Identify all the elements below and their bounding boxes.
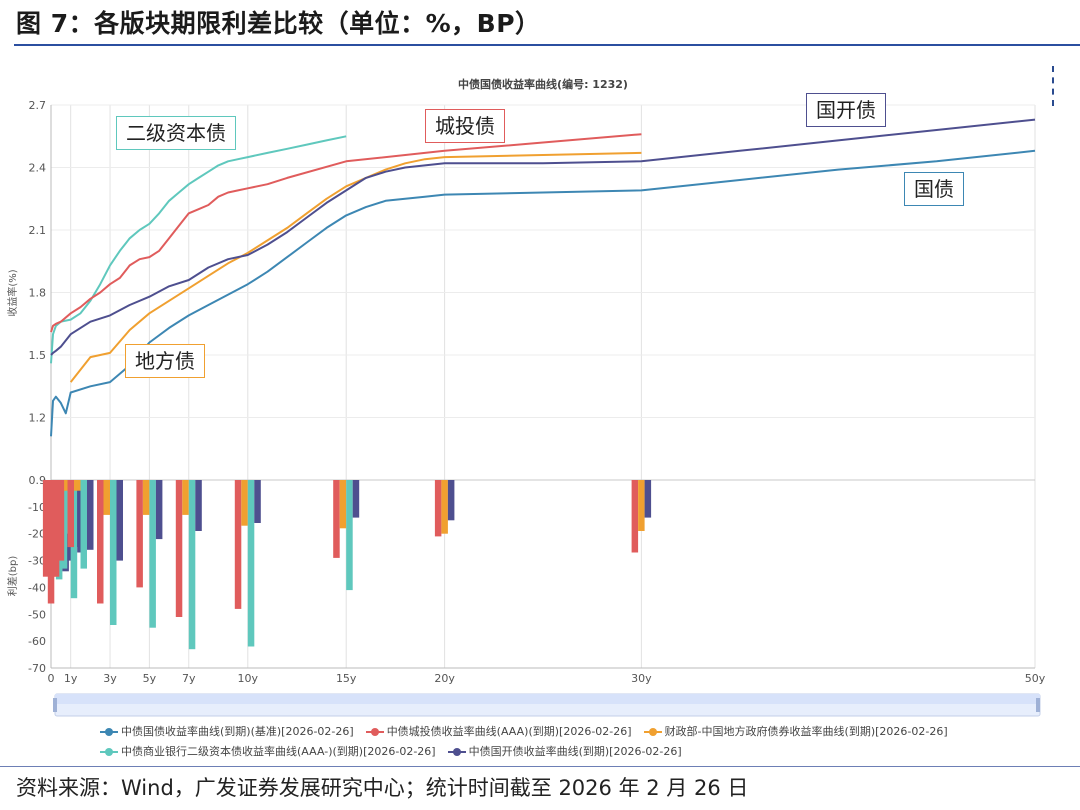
bar-urban bbox=[97, 480, 104, 604]
bar-cdb bbox=[195, 480, 202, 531]
series-line-cdb bbox=[50, 118, 1036, 356]
bar-tier2 bbox=[110, 480, 117, 625]
y-tick-label-top: 2.4 bbox=[29, 162, 47, 175]
bar-cdb bbox=[254, 480, 261, 523]
bar-cdb bbox=[87, 480, 94, 550]
legend-marker-icon bbox=[100, 747, 118, 757]
bar-tier2 bbox=[346, 480, 353, 591]
bar-tier2 bbox=[188, 480, 196, 650]
x-tick-label: 3y bbox=[103, 672, 117, 685]
legend-label: 财政部-中国地方政府债券收益率曲线(到期)[2026-02-26] bbox=[664, 725, 948, 738]
series-line-govt bbox=[50, 149, 1036, 437]
y-axis-title-top: 收益率(%) bbox=[6, 269, 19, 316]
bar-local bbox=[339, 480, 347, 529]
legend-item-cdb[interactable]: 中债国开债收益率曲线(到期)[2026-02-26] bbox=[447, 742, 682, 762]
legend-marker-icon bbox=[100, 727, 118, 737]
y-tick-label-top: 1.5 bbox=[29, 349, 47, 362]
legend-label: 中债商业银行二级资本债收益率曲线(AAA-)(到期)[2026-02-26] bbox=[121, 745, 436, 758]
legend-item-govt[interactable]: 中债国债收益率曲线(到期)(基准)[2026-02-26] bbox=[100, 722, 354, 742]
source-rule bbox=[0, 766, 1080, 767]
legend-item-local[interactable]: 财政部-中国地方政府债券收益率曲线(到期)[2026-02-26] bbox=[643, 722, 948, 742]
x-tick-label: 20y bbox=[434, 672, 455, 685]
y-tick-label-top: 0.9 bbox=[29, 474, 47, 487]
x-tick-label: 0 bbox=[48, 672, 55, 685]
bar-local bbox=[64, 480, 71, 491]
bar-urban bbox=[57, 480, 65, 561]
y-tick-label-top: 1.8 bbox=[29, 287, 47, 300]
y-tick-label-top: 2.1 bbox=[29, 224, 47, 237]
bar-tier2 bbox=[80, 480, 87, 569]
bar-urban bbox=[333, 480, 340, 558]
y-tick-label-bottom: -50 bbox=[28, 608, 46, 621]
annotation-cdb: 国开债 bbox=[806, 93, 886, 127]
bar-urban bbox=[42, 480, 50, 577]
chart-legend: 中债国债收益率曲线(到期)(基准)[2026-02-26] 中债城投债收益率曲线(… bbox=[100, 722, 1060, 762]
annotation-local: 地方债 bbox=[125, 344, 205, 378]
legend-item-tier2[interactable]: 中债商业银行二级资本债收益率曲线(AAA-)(到期)[2026-02-26] bbox=[100, 742, 436, 762]
series-line-tier2 bbox=[50, 135, 347, 364]
zoom-slider-fill bbox=[55, 694, 1040, 704]
bar-local bbox=[142, 480, 150, 515]
edge-marker bbox=[1052, 66, 1057, 106]
bar-urban bbox=[52, 480, 60, 577]
source-note: 资料来源：Wind，广发证券发展研究中心；统计时间截至 2026 年 2 月 2… bbox=[16, 776, 749, 800]
legend-label: 中债国开债收益率曲线(到期)[2026-02-26] bbox=[468, 745, 682, 758]
bar-tier2 bbox=[247, 480, 255, 647]
zoom-handle-left bbox=[53, 698, 57, 712]
title-rule bbox=[14, 44, 1080, 46]
bar-urban bbox=[47, 480, 55, 604]
annotation-tier2: 二级资本债 bbox=[116, 116, 236, 150]
y-tick-label-bottom: -40 bbox=[28, 581, 46, 594]
chart-title: 中债国债收益率曲线(编号: 1232) bbox=[458, 77, 628, 91]
legend-marker-icon bbox=[643, 727, 662, 737]
legend-label: 中债国债收益率曲线(到期)(基准)[2026-02-26] bbox=[121, 725, 354, 738]
y-tick-label-bottom: -60 bbox=[28, 635, 46, 648]
bar-tier2 bbox=[149, 480, 156, 628]
figure-title: 图 7：各版块期限利差比较（单位：%，BP） bbox=[16, 9, 541, 38]
zoom-handle-right bbox=[1036, 698, 1040, 712]
yield-curve-chart: 中债国债收益率曲线(编号: 1232) 2.7 2.4 2.1 1.8 1.5 1.2 0.9… bbox=[6, 77, 1046, 717]
series-line-local bbox=[69, 151, 642, 383]
y-tick-label-bottom: -10 bbox=[28, 501, 46, 514]
y-tick-label-bottom: -70 bbox=[28, 662, 46, 675]
series-line-urban bbox=[50, 133, 642, 333]
annotation-urban: 城投债 bbox=[425, 109, 505, 143]
bar-local bbox=[74, 480, 81, 491]
bar-urban bbox=[136, 480, 143, 588]
bar-local bbox=[241, 480, 248, 526]
bar-cdb bbox=[116, 480, 123, 561]
legend-marker-icon bbox=[365, 727, 384, 737]
y-tick-label-bottom: -20 bbox=[28, 528, 46, 541]
y-tick-label-top: 1.2 bbox=[29, 412, 47, 425]
bar-local bbox=[638, 480, 645, 531]
x-tick-label: 30y bbox=[631, 672, 652, 685]
x-tick-label: 5y bbox=[143, 672, 157, 685]
bar-urban bbox=[631, 480, 639, 553]
y-tick-label-top: 2.7 bbox=[29, 99, 47, 112]
legend-item-urban[interactable]: 中债城投债收益率曲线(AAA)(到期)[2026-02-26] bbox=[365, 722, 632, 742]
bar-urban bbox=[175, 480, 183, 617]
legend-marker-icon bbox=[447, 747, 466, 757]
bar-cdb bbox=[155, 480, 163, 540]
y-axis-title-bottom: 利差(bp) bbox=[6, 556, 19, 597]
bar-cdb bbox=[447, 480, 455, 521]
bar-urban bbox=[434, 480, 442, 537]
bar-cdb bbox=[352, 480, 360, 518]
bar-urban bbox=[234, 480, 242, 609]
x-tick-label: 15y bbox=[336, 672, 357, 685]
bar-local bbox=[182, 480, 189, 515]
legend-label: 中债城投债收益率曲线(AAA)(到期)[2026-02-26] bbox=[386, 725, 632, 738]
x-tick-label: 1y bbox=[64, 672, 78, 685]
bar-urban bbox=[67, 480, 74, 548]
bar-local bbox=[103, 480, 110, 515]
x-tick-label: 10y bbox=[238, 672, 259, 685]
y-tick-label-bottom: -30 bbox=[28, 555, 46, 568]
bar-cdb bbox=[644, 480, 652, 518]
annotation-govt: 国债 bbox=[904, 172, 964, 206]
x-tick-label: 7y bbox=[182, 672, 196, 685]
x-tick-label: 50y bbox=[1025, 672, 1046, 685]
bar-local bbox=[441, 480, 448, 534]
bar-cdb bbox=[77, 480, 84, 553]
